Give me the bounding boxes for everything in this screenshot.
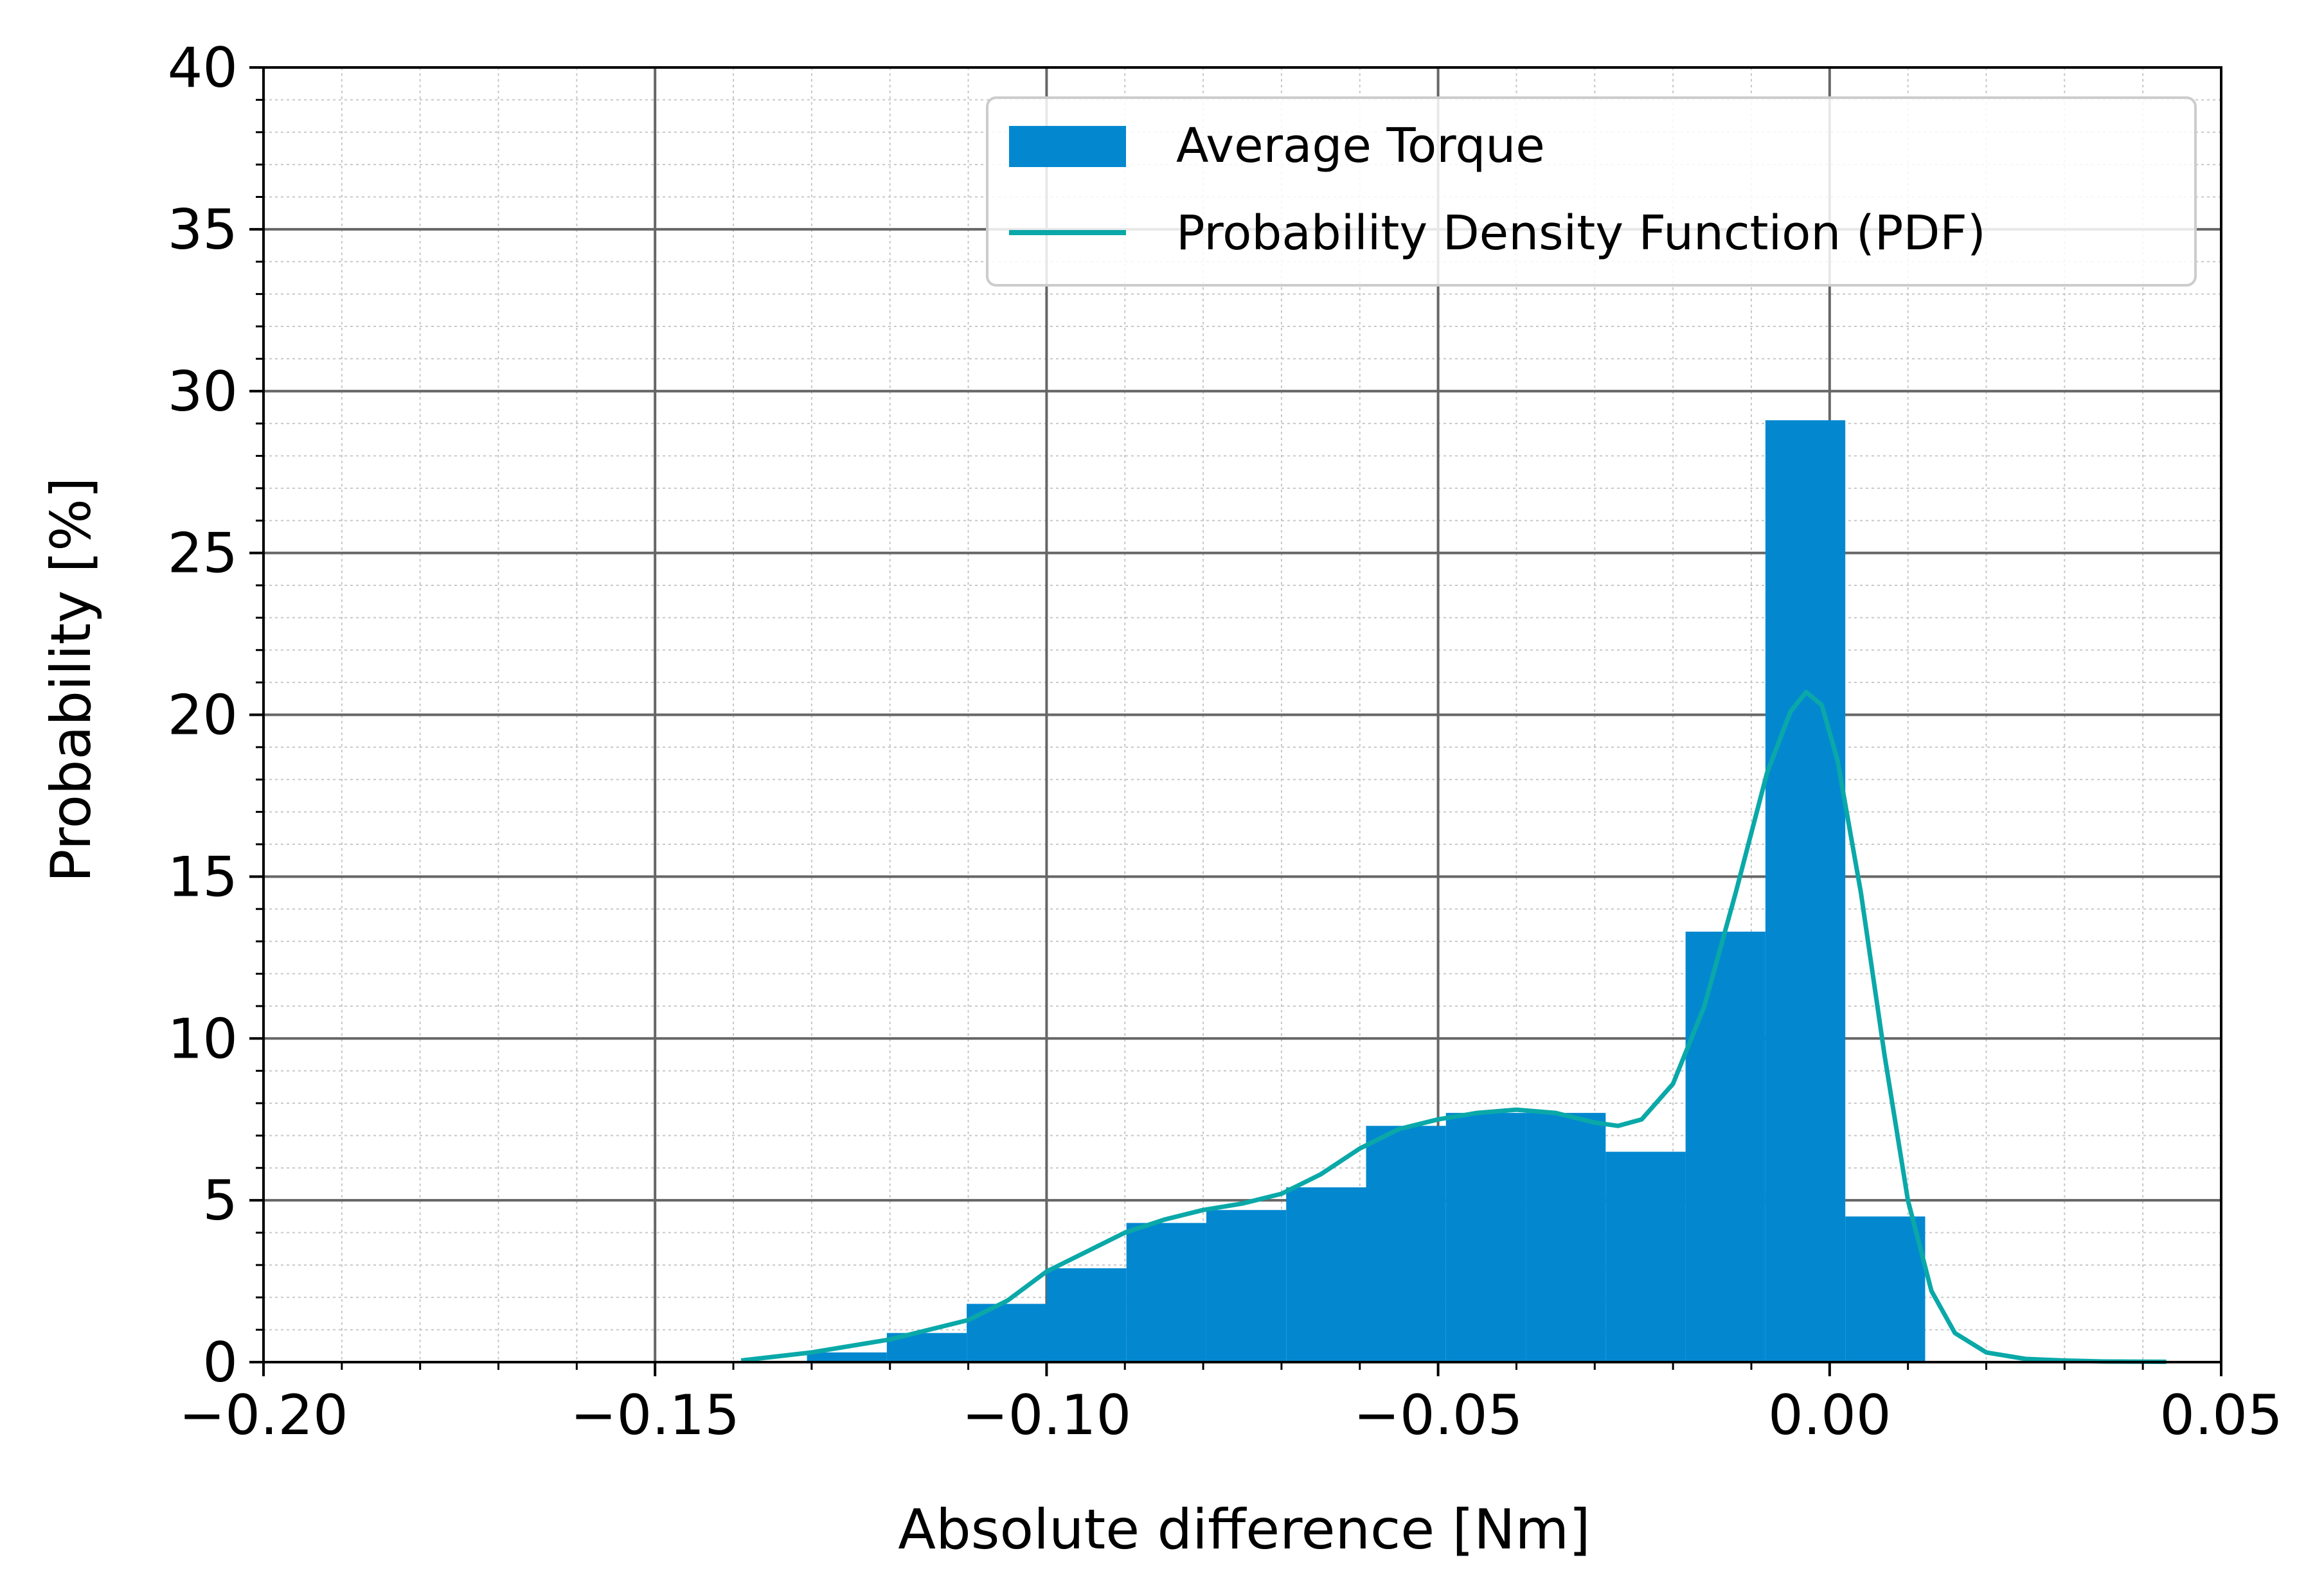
x-tick-label: 0.05 (2159, 1383, 2282, 1448)
histogram-bar (1685, 932, 1765, 1362)
x-tick-label: −0.05 (1354, 1383, 1523, 1448)
y-tick-label: 0 (202, 1331, 238, 1395)
histogram-bar (1206, 1210, 1287, 1362)
y-tick-label: 15 (168, 845, 238, 909)
histogram-bar (1286, 1187, 1366, 1362)
histogram-bar (1526, 1113, 1606, 1362)
y-tick-label: 30 (168, 360, 238, 424)
x-tick-label: −0.10 (962, 1383, 1132, 1448)
pdf-line (740, 689, 2167, 1364)
histogram-bars (807, 420, 1926, 1362)
x-tick-label: 0.00 (1768, 1383, 1891, 1448)
legend-box (986, 96, 2197, 287)
y-tick-label: 35 (168, 198, 238, 262)
histogram-bar (1605, 1151, 1686, 1362)
histogram-bar (807, 1352, 887, 1362)
y-tick-label: 25 (168, 522, 238, 586)
histogram-bar (1366, 1126, 1446, 1362)
x-tick-label: −0.15 (570, 1383, 740, 1448)
legend: Average Torque Probability Density Funct… (986, 96, 2197, 287)
legend-label-pdf: Probability Density Function (PDF) (1176, 206, 1986, 261)
y-tick-label: 10 (168, 1007, 238, 1071)
y-tick-label: 40 (168, 36, 238, 100)
y-tick-label: 5 (202, 1169, 238, 1233)
histogram-bar (1445, 1113, 1526, 1362)
x-tick-label: −0.20 (179, 1383, 348, 1448)
x-ticks: −0.20 −0.15 −0.10 −0.05 0.00 0.05 (179, 1362, 2283, 1448)
y-ticks: 0 5 10 15 20 25 30 35 40 (168, 36, 264, 1395)
histogram-bar (1126, 1223, 1206, 1362)
y-axis-label: Probability [%] (39, 477, 103, 883)
histogram-bar (1845, 1216, 1926, 1362)
legend-swatch-average-torque (1009, 126, 1126, 167)
y-tick-label: 20 (168, 684, 238, 748)
pdf-curve (740, 689, 2167, 1364)
legend-label-average-torque: Average Torque (1176, 118, 1545, 173)
x-axis-label: Absolute difference [Nm] (898, 1498, 1590, 1562)
histogram-bar (1765, 420, 1846, 1362)
histogram-bar (1046, 1268, 1127, 1362)
